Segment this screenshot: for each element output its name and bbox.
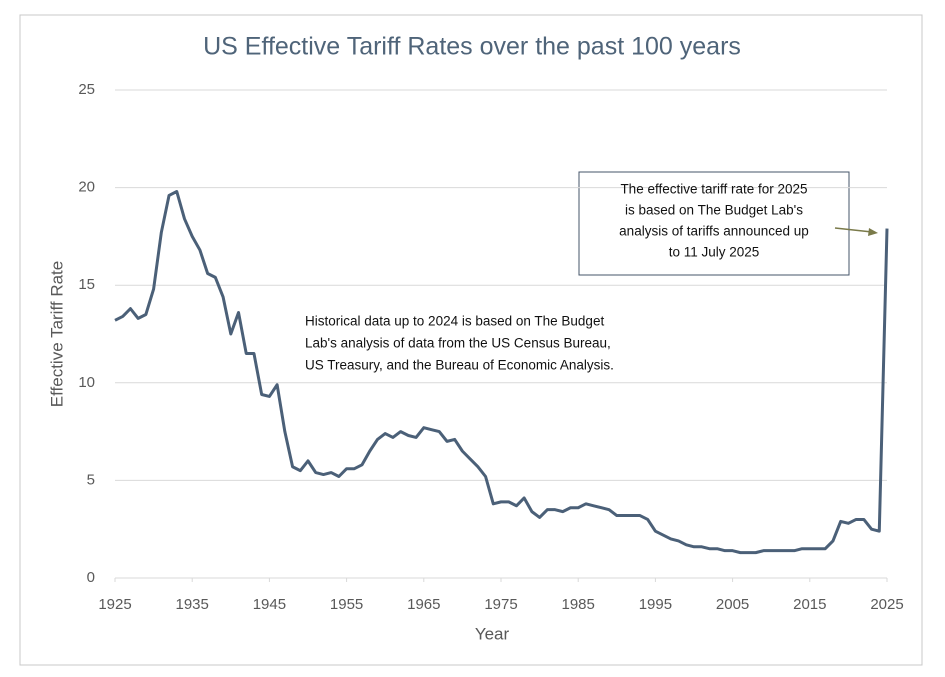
- x-tick-label: 2025: [870, 596, 903, 613]
- annotation-text: US Treasury, and the Bureau of Economic …: [305, 358, 614, 373]
- annotation-text: The effective tariff rate for 2025: [620, 182, 807, 197]
- x-tick-label: 1965: [407, 596, 440, 613]
- y-tick-label: 15: [78, 276, 95, 293]
- annotation-text: is based on The Budget Lab's: [625, 203, 803, 218]
- x-tick-label: 1935: [176, 596, 209, 613]
- y-tick-label: 5: [87, 471, 95, 488]
- data-line: [114, 190, 889, 555]
- x-tick-label: 1985: [562, 596, 595, 613]
- y-tick-label: 0: [87, 569, 95, 586]
- annotation-text: to 11 July 2025: [669, 245, 760, 260]
- y-tick-label: 20: [78, 179, 95, 196]
- annotation-text: Lab's analysis of data from the US Censu…: [305, 336, 611, 351]
- annotation-text: Historical data up to 2024 is based on T…: [305, 314, 604, 329]
- x-tick-label: 1975: [484, 596, 517, 613]
- x-tick-label: 1995: [639, 596, 672, 613]
- x-tick-label: 2015: [793, 596, 826, 613]
- annotation-text: analysis of tariffs announced up: [619, 224, 809, 239]
- arrow-head: [868, 228, 878, 236]
- chart-border: [19, 14, 923, 666]
- x-axis-label: Year: [475, 624, 510, 643]
- annotation-box: [578, 171, 850, 276]
- y-tick-label: 25: [78, 81, 95, 98]
- x-tick-label: 2005: [716, 596, 749, 613]
- x-tick-label: 1925: [98, 596, 131, 613]
- chart-title: US Effective Tariff Rates over the past …: [203, 33, 741, 61]
- annotation-arrow: [834, 227, 873, 233]
- y-tick-label: 10: [78, 374, 95, 391]
- x-tick-label: 1955: [330, 596, 363, 613]
- x-tick-label: 1945: [253, 596, 286, 613]
- y-axis-label: Effective Tariff Rate: [47, 261, 66, 407]
